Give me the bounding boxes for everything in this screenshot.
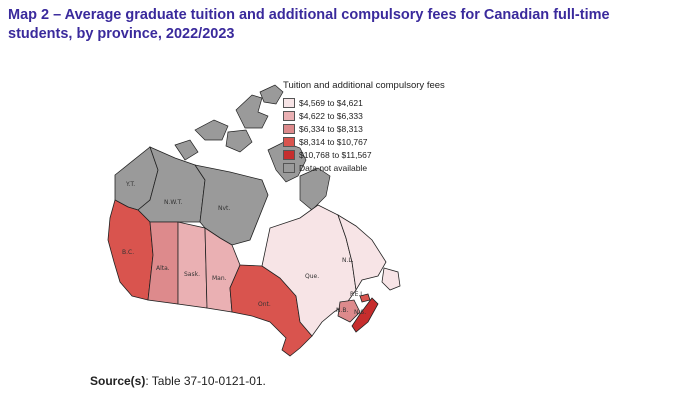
region-label-man: Man. <box>212 275 227 282</box>
legend-item: $4,622 to $6,333 <box>283 109 473 122</box>
legend-item: Data not available <box>283 161 473 174</box>
legend-label: $8,314 to $10,767 <box>299 136 368 147</box>
source-note: Source(s): Table 37-10-0121-01. <box>90 374 266 388</box>
region-nvt-island-6 <box>299 167 331 211</box>
region-label-nl: N.L. <box>342 257 354 264</box>
region-que <box>261 204 357 337</box>
region-bc <box>107 199 154 301</box>
legend-swatch <box>283 136 295 147</box>
legend-label: $10,768 to $11,567 <box>299 149 372 160</box>
legend-swatch <box>283 162 295 173</box>
legend-item: $8,314 to $10,767 <box>283 135 473 148</box>
legend-swatch <box>283 97 295 108</box>
region-label-sask: Sask. <box>184 271 200 278</box>
region-nvt <box>194 164 269 246</box>
region-label-bc: B.C. <box>122 249 134 256</box>
arctic-islands <box>174 84 331 211</box>
region-label-yt: Y.T. <box>125 181 135 188</box>
region-alta <box>147 221 179 305</box>
source-label: Source(s) <box>90 374 146 388</box>
legend-title: Tuition and additional compulsory fees <box>283 80 445 91</box>
region-label-nwt: N.W.T. <box>164 199 183 206</box>
region-nvt-island-4 <box>225 129 253 153</box>
region-label-que: Que. <box>305 273 319 280</box>
legend-item: $4,569 to $4,621 <box>283 96 473 109</box>
legend-label: $6,334 to $8,313 <box>299 123 363 134</box>
map-legend: Tuition and additional compulsory fees $… <box>283 80 473 174</box>
region-label-nvt: Nvt. <box>218 205 230 212</box>
region-nl-island <box>381 267 401 291</box>
region-nl <box>337 214 387 292</box>
region-nvt-island-3 <box>194 119 229 141</box>
legend-label: Data not available <box>299 162 368 173</box>
region-label-ns: N.S. <box>354 309 366 316</box>
region-label-alta: Alta. <box>156 265 170 272</box>
source-text: : Table 37-10-0121-01. <box>145 374 266 388</box>
region-ns <box>351 297 379 333</box>
legend-swatch <box>283 149 295 160</box>
region-nvt-island-1 <box>235 94 269 129</box>
region-nvt-island-7 <box>174 139 199 161</box>
region-nb <box>337 299 361 323</box>
legend-item: $10,768 to $11,567 <box>283 148 473 161</box>
legend-swatch <box>283 123 295 134</box>
region-label-pei: P.E.I. <box>350 291 364 298</box>
region-label-nb: N.B. <box>336 307 349 314</box>
legend-swatch <box>283 110 295 121</box>
region-label-ont: Ont. <box>258 301 271 308</box>
region-nvt-island-2 <box>259 84 284 105</box>
legend-item: $6,334 to $8,313 <box>283 122 473 135</box>
region-sask <box>177 221 208 309</box>
map-title: Map 2 – Average graduate tuition and add… <box>8 7 610 42</box>
legend-label: $4,569 to $4,621 <box>299 97 363 108</box>
legend-label: $4,622 to $6,333 <box>299 110 363 121</box>
